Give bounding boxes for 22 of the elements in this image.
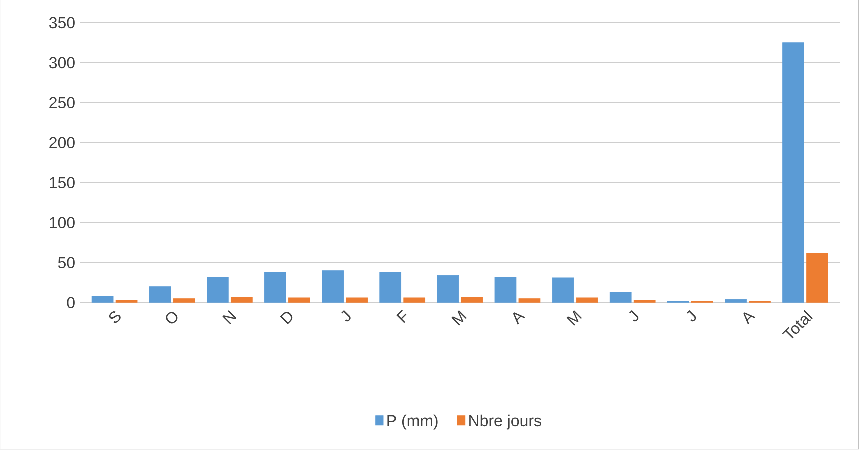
x-tick-label: A: [513, 312, 526, 325]
y-tick-label: 350: [49, 17, 75, 29]
y-tick-label: 250: [50, 97, 75, 109]
x-tick-label: F: [396, 310, 407, 324]
y-tick-label: 200: [50, 137, 75, 149]
x-tick-label: J: [629, 310, 639, 322]
legend-label: Nbre jours: [470, 414, 542, 430]
x-tick-label: A: [744, 312, 756, 325]
y-tick-label: 0: [67, 297, 75, 309]
x-tick-label: J: [687, 310, 696, 322]
x-tick-label: D: [280, 312, 293, 325]
y-tick-label: 300: [49, 57, 75, 69]
x-tick-label: N: [222, 310, 237, 325]
x-tick-label: O: [166, 312, 178, 324]
x-tick-label: J: [342, 310, 351, 322]
legend-label: P (mm): [388, 414, 438, 430]
x-tick-label: M: [566, 310, 582, 326]
y-tick-label: 100: [50, 217, 75, 229]
y-tick-label: 50: [58, 257, 75, 269]
x-tick-label: S: [109, 312, 121, 324]
x-tick-label: M: [452, 310, 468, 326]
y-tick-label: 150: [50, 177, 75, 189]
